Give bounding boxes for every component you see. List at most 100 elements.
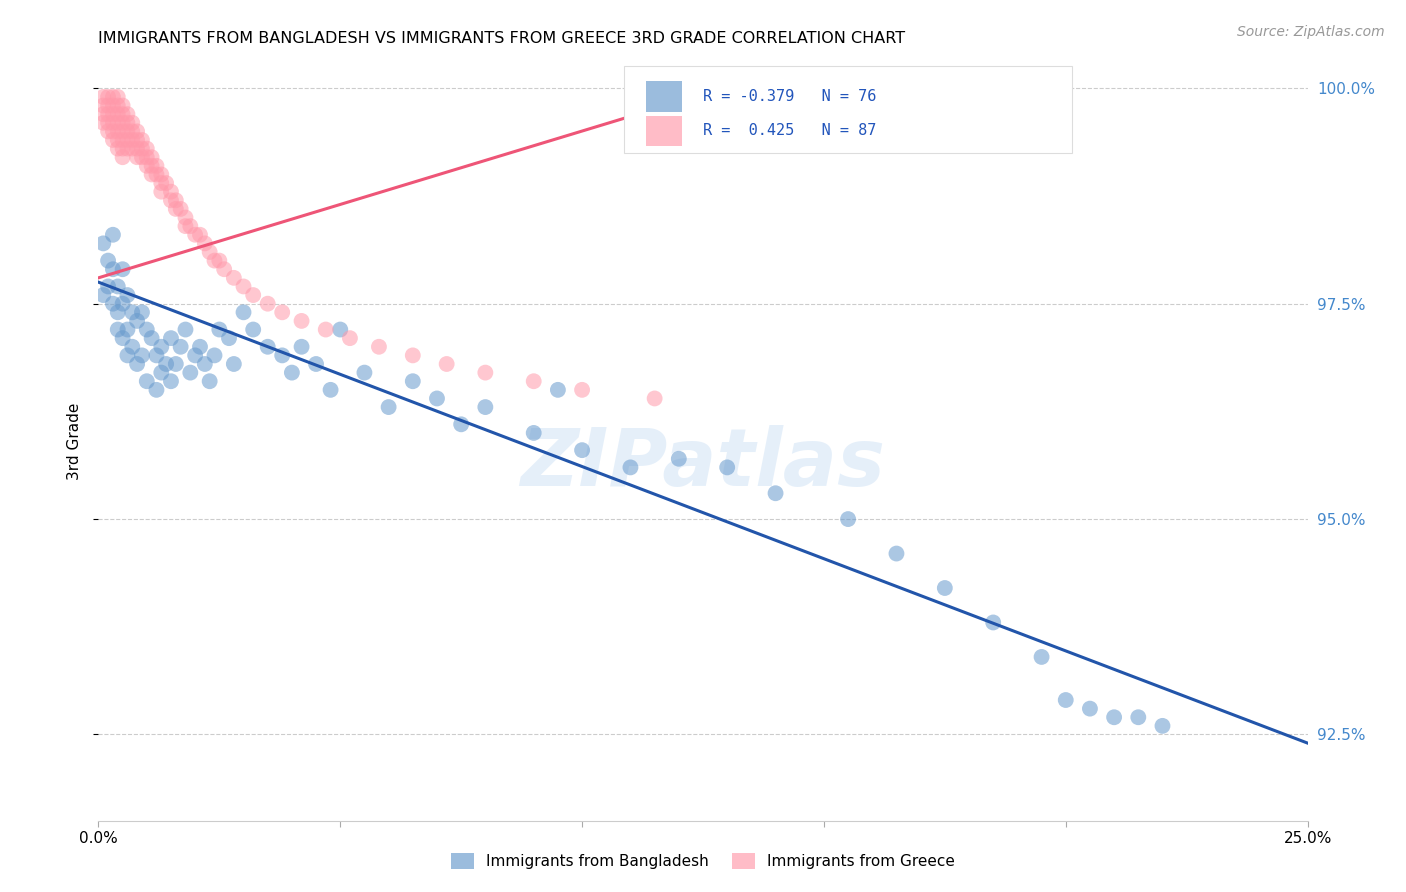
Point — [222, 357, 245, 371]
Point — [290, 314, 312, 328]
Point — [436, 357, 458, 371]
Point — [179, 219, 201, 234]
Point — [101, 262, 124, 277]
Point — [329, 322, 352, 336]
Point — [135, 142, 157, 156]
Point — [107, 98, 129, 112]
Point — [97, 98, 120, 112]
Point — [208, 253, 231, 268]
Point — [135, 159, 157, 173]
Point — [97, 90, 120, 104]
Point — [256, 340, 278, 354]
Text: IMMIGRANTS FROM BANGLADESH VS IMMIGRANTS FROM GREECE 3RD GRADE CORRELATION CHART: IMMIGRANTS FROM BANGLADESH VS IMMIGRANTS… — [98, 31, 905, 46]
Point — [111, 133, 134, 147]
Point — [368, 340, 391, 354]
Point — [127, 133, 149, 147]
Bar — [647, 116, 682, 145]
Point — [547, 383, 569, 397]
Point — [117, 142, 139, 156]
Point — [242, 288, 264, 302]
Point — [218, 331, 240, 345]
Point — [194, 357, 217, 371]
Point — [101, 227, 124, 242]
Point — [127, 150, 149, 164]
Point — [107, 116, 129, 130]
Point — [121, 305, 143, 319]
Point — [101, 296, 124, 310]
Point — [131, 150, 153, 164]
Point — [135, 150, 157, 164]
Point — [339, 331, 361, 345]
Point — [141, 159, 163, 173]
Point — [141, 168, 163, 182]
Point — [204, 253, 226, 268]
Point — [121, 133, 143, 147]
Point — [131, 348, 153, 362]
Point — [145, 383, 167, 397]
Point — [141, 150, 163, 164]
FancyBboxPatch shape — [624, 66, 1071, 153]
Point — [101, 133, 124, 147]
Point — [117, 133, 139, 147]
Point — [204, 348, 226, 362]
Point — [135, 322, 157, 336]
Point — [315, 322, 337, 336]
Point — [426, 392, 449, 406]
Point — [165, 202, 187, 216]
Text: R =  0.425   N = 87: R = 0.425 N = 87 — [703, 123, 876, 138]
Point — [150, 340, 173, 354]
Point — [111, 331, 134, 345]
Point — [1152, 719, 1174, 733]
Point — [111, 142, 134, 156]
Point — [198, 374, 221, 388]
Point — [107, 90, 129, 104]
Point — [523, 374, 546, 388]
Point — [716, 460, 738, 475]
Point — [1128, 710, 1150, 724]
Point — [150, 366, 173, 380]
Point — [222, 270, 245, 285]
Text: Source: ZipAtlas.com: Source: ZipAtlas.com — [1237, 25, 1385, 39]
Point — [101, 107, 124, 121]
Point — [184, 348, 207, 362]
Point — [1031, 649, 1053, 664]
Point — [474, 400, 496, 414]
Point — [1078, 701, 1101, 715]
Point — [155, 176, 177, 190]
Point — [111, 124, 134, 138]
Point — [644, 392, 666, 406]
Point — [97, 253, 120, 268]
Point — [127, 314, 149, 328]
Point — [402, 348, 425, 362]
Point — [131, 142, 153, 156]
Point — [934, 581, 956, 595]
Point — [145, 159, 167, 173]
Point — [107, 322, 129, 336]
Point — [91, 90, 114, 104]
Point — [377, 400, 399, 414]
Point — [668, 451, 690, 466]
Point — [107, 142, 129, 156]
Point — [160, 194, 183, 208]
Point — [208, 322, 231, 336]
Point — [111, 150, 134, 164]
Point — [160, 331, 183, 345]
Point — [107, 305, 129, 319]
Text: ZIPatlas: ZIPatlas — [520, 425, 886, 503]
Point — [188, 340, 211, 354]
Point — [111, 296, 134, 310]
Point — [619, 460, 641, 475]
Point — [256, 296, 278, 310]
Point — [91, 98, 114, 112]
Point — [194, 236, 217, 251]
Point — [165, 357, 187, 371]
Point — [1102, 710, 1125, 724]
Point — [169, 340, 191, 354]
Point — [97, 116, 120, 130]
Point — [91, 107, 114, 121]
Point — [127, 142, 149, 156]
Point — [271, 348, 294, 362]
Y-axis label: 3rd Grade: 3rd Grade — [66, 403, 82, 480]
Point — [97, 279, 120, 293]
Point — [101, 90, 124, 104]
